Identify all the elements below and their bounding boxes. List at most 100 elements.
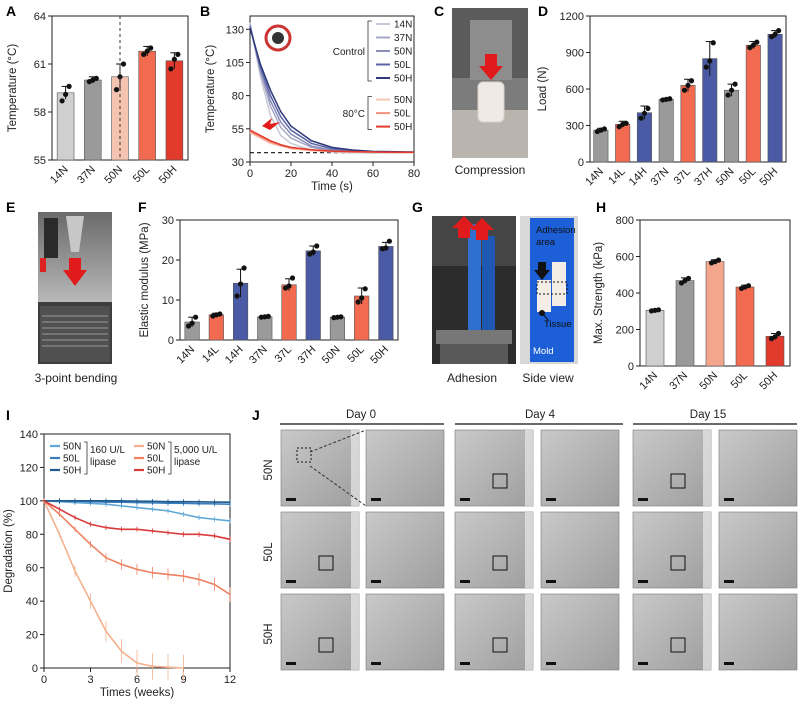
D-xtick-label: 14H bbox=[627, 166, 650, 189]
B-ytick-label: 80 bbox=[232, 91, 244, 103]
A-bar bbox=[138, 50, 156, 161]
compression-photo bbox=[452, 8, 528, 158]
sem-image bbox=[718, 511, 798, 589]
B-series-line bbox=[249, 129, 415, 154]
I-ytick-label: 20 bbox=[26, 630, 38, 642]
caption-compression: Compression bbox=[455, 163, 526, 177]
sem-edge bbox=[703, 512, 711, 588]
D-data-point bbox=[681, 87, 688, 93]
sem-scale-bar bbox=[460, 580, 470, 583]
panel-label-e: E bbox=[6, 199, 15, 215]
A-data-point bbox=[175, 51, 181, 58]
B-legend-group-title: Control bbox=[333, 47, 365, 58]
F-bar bbox=[281, 284, 297, 341]
sem-scale-bar bbox=[638, 498, 648, 501]
B-ytick-label: 55 bbox=[232, 124, 244, 136]
I-legend-label: 50L bbox=[147, 454, 164, 465]
H-data-point bbox=[715, 257, 722, 263]
D-data-point bbox=[732, 81, 738, 87]
F-data-point bbox=[386, 238, 392, 244]
D-bar bbox=[767, 33, 783, 163]
A-xtick-label: 50H bbox=[157, 164, 180, 187]
F-xtick-label: 14H bbox=[223, 344, 246, 367]
B-legend-label: 50H bbox=[394, 74, 412, 85]
D-bar bbox=[658, 99, 674, 163]
I-xtick-label: 3 bbox=[87, 674, 93, 686]
H-ytick-label: 0 bbox=[628, 361, 634, 373]
D-bar bbox=[745, 44, 761, 163]
sem-scale-bar bbox=[546, 580, 556, 583]
B-xtick-label: 40 bbox=[326, 168, 338, 180]
sem-edge bbox=[525, 594, 533, 670]
F-data-point bbox=[362, 286, 368, 292]
I-ytick-label: 60 bbox=[26, 563, 38, 575]
sem-zoom-box bbox=[318, 637, 334, 653]
D-xtick-label: 50H bbox=[757, 166, 780, 189]
I-series-line bbox=[43, 500, 184, 669]
F-data-point bbox=[355, 299, 361, 305]
F-ytick-label: 0 bbox=[168, 335, 174, 347]
sem-scale-bar bbox=[286, 498, 296, 501]
sem-edge bbox=[703, 430, 711, 506]
B-ytick-label: 130 bbox=[226, 24, 244, 36]
A-data-point bbox=[171, 56, 177, 62]
I-ytick-label: 120 bbox=[20, 462, 38, 474]
sem-zoom-box bbox=[492, 473, 508, 489]
sem-scale-bar bbox=[724, 580, 734, 583]
F-data-point bbox=[234, 293, 240, 299]
D-data-point bbox=[754, 39, 760, 45]
sem-col-day4: Day 4 bbox=[525, 409, 556, 421]
D-data-point bbox=[750, 42, 756, 48]
D-data-point bbox=[645, 105, 651, 112]
F-bar bbox=[329, 316, 346, 341]
sem-zoom-box bbox=[492, 555, 508, 571]
sem-row-50h: 50H bbox=[263, 623, 275, 644]
A-ytick-label: 61 bbox=[34, 59, 46, 71]
I-legend-bracket bbox=[84, 441, 88, 475]
D-data-point bbox=[667, 96, 673, 102]
sem-scale-bar bbox=[371, 662, 381, 665]
F-xtick-label: 50N bbox=[320, 344, 343, 367]
D-bar bbox=[615, 123, 631, 163]
sem-scale-bar bbox=[546, 662, 556, 665]
arrow-icon bbox=[262, 118, 280, 130]
I-series-line bbox=[43, 500, 231, 596]
F-data-point bbox=[217, 311, 223, 317]
I-xtick-label: 6 bbox=[134, 674, 140, 686]
panel-label-d: D bbox=[538, 3, 548, 19]
fan-icon-hub bbox=[272, 32, 284, 44]
chart-a: 55 58 61 64 Temperature (°C) 14N 37N 50N 50L 50H bbox=[7, 11, 189, 187]
sem-scale-bar bbox=[546, 498, 556, 501]
D-ytick-label: 600 bbox=[566, 84, 584, 96]
H-ytick-label: 200 bbox=[616, 325, 634, 337]
B-legend-label: 50L bbox=[394, 60, 411, 71]
B-xtick-label: 60 bbox=[367, 168, 379, 180]
D-xtick-label: 37H bbox=[692, 166, 715, 189]
panel-label-g: G bbox=[412, 199, 423, 215]
sem-image bbox=[365, 429, 445, 507]
B-xtick-label: 20 bbox=[285, 168, 297, 180]
sem-image bbox=[454, 593, 534, 671]
F-data-point bbox=[314, 243, 320, 249]
A-data-point bbox=[168, 66, 174, 72]
D-data-point bbox=[725, 92, 731, 98]
panel-label-c: C bbox=[434, 3, 444, 19]
label-mold: Mold bbox=[533, 346, 554, 357]
sem-edge bbox=[351, 430, 359, 506]
I-ylabel: Degradation (%) bbox=[3, 509, 15, 593]
sem-image bbox=[365, 593, 445, 671]
I-ytick-label: 80 bbox=[26, 529, 38, 541]
arrow-down-icon bbox=[534, 262, 550, 280]
D-xtick-label: 37L bbox=[672, 166, 693, 187]
label-adhesion-area-2: area bbox=[536, 237, 556, 248]
chart-d: 0 300 600 900 1200 Load (N) 14N 14L 14H 37N 37L 37H… bbox=[537, 11, 787, 189]
sem-edge bbox=[351, 594, 359, 670]
arrow-up-icon bbox=[470, 218, 494, 240]
H-bar bbox=[675, 280, 695, 367]
H-xtick-label: 14N bbox=[637, 370, 660, 393]
D-bar bbox=[593, 129, 609, 163]
D-data-point bbox=[601, 126, 607, 132]
H-data-point bbox=[772, 334, 778, 340]
H-xtick-label: 50L bbox=[729, 370, 750, 391]
I-xlabel: Times (weeks) bbox=[100, 687, 174, 699]
